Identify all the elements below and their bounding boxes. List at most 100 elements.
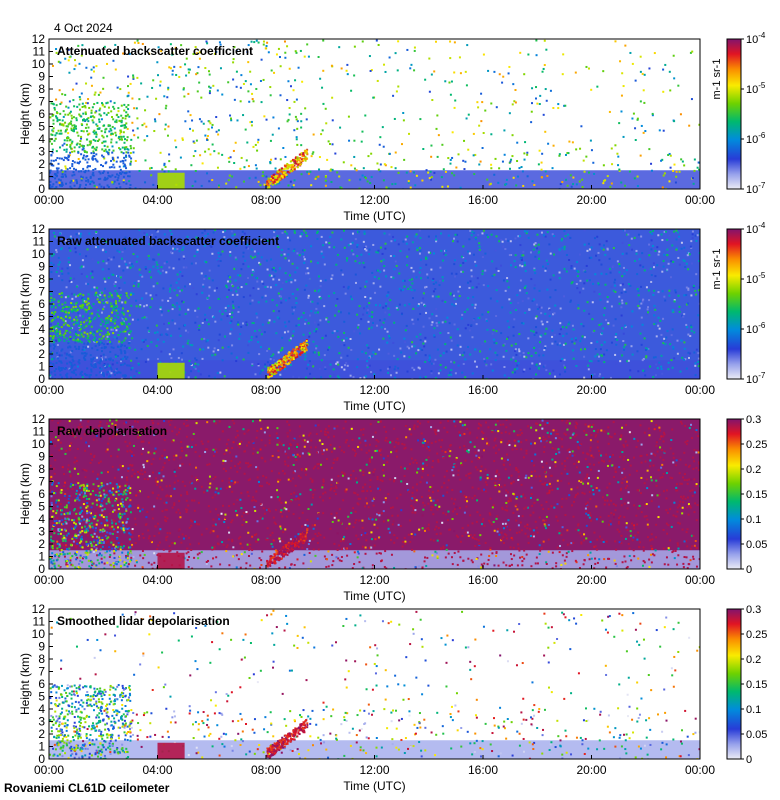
y-tick-label: 1 <box>38 360 45 374</box>
panel-title: Raw attenuated backscatter coefficient <box>57 234 279 248</box>
colorbar-tick-label: 0.05 <box>746 539 767 551</box>
y-tick-label: 10 <box>32 437 46 451</box>
y-axis-label: Height (km) <box>18 463 32 525</box>
y-tick-label: 1 <box>38 550 45 564</box>
y-tick-label: 11 <box>33 425 46 439</box>
colorbar: 0 0.05 0.1 0.15 0.2 0.25 0.3 <box>726 414 767 576</box>
x-axis-label: Time (UTC) <box>343 399 405 413</box>
date-label: 4 Oct 2024 <box>54 21 113 35</box>
y-tick-label: 7 <box>38 475 45 489</box>
colorbar-tick-label: 10-5 <box>746 81 766 96</box>
y-axis-label: Height (km) <box>18 273 32 335</box>
colorbar-gradient <box>726 418 742 570</box>
y-tick-label: 3 <box>38 715 45 729</box>
station-label: Rovaniemi CL61D ceilometer <box>4 781 170 795</box>
y-tick-label: 11 <box>33 45 46 59</box>
y-tick-label: 6 <box>38 487 45 501</box>
y-tick-label: 9 <box>38 640 45 654</box>
x-tick-label: 20:00 <box>576 763 606 777</box>
y-tick-label: 10 <box>32 247 46 261</box>
y-tick-label: 3 <box>38 335 45 349</box>
colorbar-unit-label: m-1 sr-1 <box>711 59 723 100</box>
y-tick-label: 9 <box>38 450 45 464</box>
panel-title: Attenuated backscatter coefficient <box>57 44 253 58</box>
colorbar-gradient <box>726 608 742 760</box>
y-tick-label: 8 <box>38 82 45 96</box>
x-tick-label: 12:00 <box>359 763 389 777</box>
y-tick-label: 12 <box>32 412 46 426</box>
colorbar-tick-label: 0.2 <box>746 464 761 476</box>
x-tick-label: 00:00 <box>34 383 64 397</box>
x-tick-label: 04:00 <box>142 573 172 587</box>
y-tick-label: 12 <box>32 602 46 616</box>
colorbar-tick-label: 0.2 <box>746 654 761 666</box>
y-tick-label: 2 <box>38 157 45 171</box>
y-tick-label: 3 <box>38 525 45 539</box>
colorbar-tick-label: 0.05 <box>746 729 767 741</box>
x-tick-label: 04:00 <box>142 763 172 777</box>
y-axis-label: Height (km) <box>18 653 32 715</box>
x-tick-label: 16:00 <box>468 573 498 587</box>
y-tick-label: 1 <box>38 740 45 754</box>
x-tick-label: 00:00 <box>685 193 715 207</box>
x-tick-label: 00:00 <box>34 573 64 587</box>
y-tick-label: 6 <box>38 107 45 121</box>
y-tick-label: 5 <box>38 500 45 514</box>
colorbar-tick-label: 10-4 <box>746 221 766 236</box>
y-tick-label: 8 <box>38 272 45 286</box>
colorbar-tick-label: 0.3 <box>746 414 761 426</box>
y-tick-label: 10 <box>32 57 46 71</box>
colorbar-tick-label: 0.15 <box>746 679 767 691</box>
plot-background <box>49 609 700 759</box>
colorbar-gradient <box>726 228 742 380</box>
y-tick-label: 4 <box>38 702 45 716</box>
y-tick-label: 5 <box>38 310 45 324</box>
x-tick-label: 00:00 <box>34 193 64 207</box>
colorbar-tick-label: 10-4 <box>746 31 766 46</box>
y-tick-label: 6 <box>38 677 45 691</box>
y-tick-label: 9 <box>38 70 45 84</box>
y-tick-label: 4 <box>38 322 45 336</box>
x-tick-label: 12:00 <box>359 383 389 397</box>
x-tick-label: 20:00 <box>576 383 606 397</box>
y-tick-label: 4 <box>38 132 45 146</box>
y-tick-label: 7 <box>38 665 45 679</box>
colorbar-tick-label: 0.25 <box>746 629 767 641</box>
colorbar: 0 0.05 0.1 0.15 0.2 0.25 0.3 <box>726 604 767 766</box>
y-tick-label: 2 <box>38 537 45 551</box>
plot-background <box>49 229 700 379</box>
x-tick-label: 20:00 <box>576 573 606 587</box>
colorbar-tick-label: 10-7 <box>746 371 766 386</box>
y-tick-label: 1 <box>38 170 45 184</box>
plot-background <box>49 39 700 189</box>
y-tick-label: 7 <box>38 285 45 299</box>
y-tick-label: 0 <box>38 182 45 196</box>
x-axis-label: Time (UTC) <box>343 779 405 793</box>
plot-background <box>49 419 700 569</box>
y-tick-label: 5 <box>38 120 45 134</box>
x-tick-label: 00:00 <box>34 763 64 777</box>
y-tick-label: 6 <box>38 297 45 311</box>
colorbar-tick-label: 10-6 <box>746 131 766 146</box>
colorbar-gradient <box>726 38 742 190</box>
y-tick-label: 8 <box>38 462 45 476</box>
x-tick-label: 08:00 <box>251 193 281 207</box>
x-axis-label: Time (UTC) <box>343 209 405 223</box>
y-tick-label: 11 <box>33 235 46 249</box>
x-tick-label: 16:00 <box>468 763 498 777</box>
y-tick-label: 10 <box>32 627 46 641</box>
colorbar-tick-label: 0.25 <box>746 439 767 451</box>
colorbar-tick-label: 10-6 <box>746 321 766 336</box>
colorbar-tick-label: 0.15 <box>746 489 767 501</box>
colorbar-tick-label: 0.3 <box>746 604 761 616</box>
x-tick-label: 08:00 <box>251 763 281 777</box>
y-tick-label: 0 <box>38 562 45 576</box>
colorbar-tick-label: 10-5 <box>746 271 766 286</box>
y-tick-label: 5 <box>38 690 45 704</box>
y-tick-label: 0 <box>38 752 45 766</box>
colorbar-tick-label: 0 <box>746 754 752 766</box>
